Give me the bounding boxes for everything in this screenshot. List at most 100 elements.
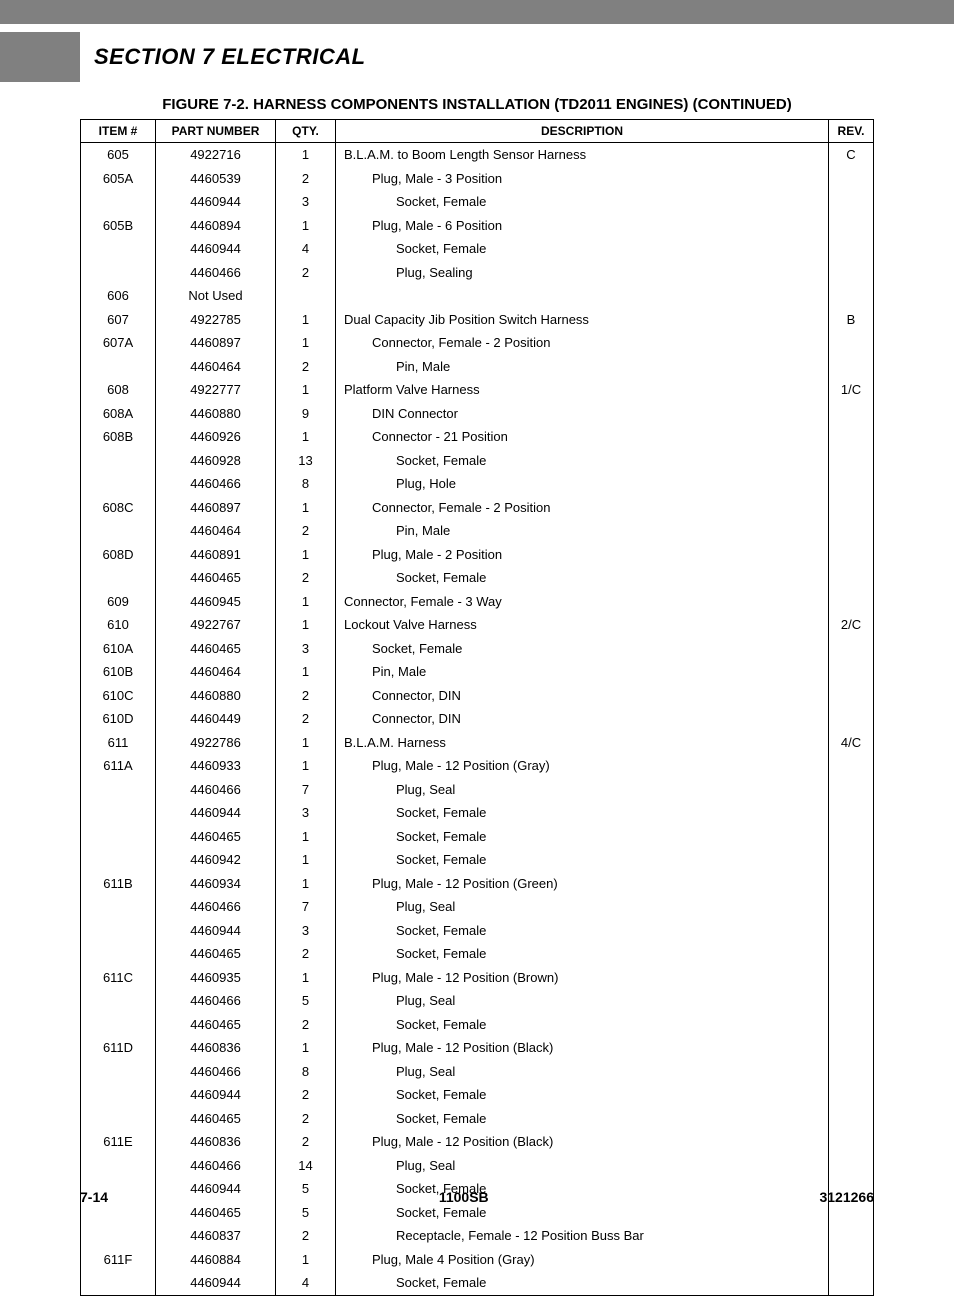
cell-qty: 2 [276,684,336,708]
cell-rev [829,566,874,590]
cell-qty: 1 [276,613,336,637]
cell-desc: Plug, Male - 12 Position (Green) [336,872,829,896]
cell-rev: B [829,308,874,332]
desc-text: Plug, Male - 12 Position (Brown) [344,970,558,985]
cell-rev [829,778,874,802]
cell-desc: Plug, Seal [336,1060,829,1084]
cell-part: 4922716 [156,143,276,167]
cell-item: 611F [81,1248,156,1272]
cell-item [81,919,156,943]
table-row: 44609442Socket, Female [81,1083,874,1107]
cell-item: 611 [81,731,156,755]
cell-qty: 8 [276,1060,336,1084]
cell-item: 610C [81,684,156,708]
cell-part: 4922785 [156,308,276,332]
cell-qty: 1 [276,825,336,849]
cell-item [81,1060,156,1084]
cell-item: 610A [81,637,156,661]
desc-text: Socket, Female [344,852,486,867]
header-item: ITEM # [81,120,156,143]
cell-qty: 1 [276,660,336,684]
cell-item: 608C [81,496,156,520]
cell-desc: Pin, Male [336,660,829,684]
cell-item [81,261,156,285]
cell-part: 4460933 [156,754,276,778]
cell-item: 607 [81,308,156,332]
cell-rev [829,214,874,238]
cell-desc: Plug, Hole [336,472,829,496]
cell-rev [829,1224,874,1248]
cell-part: 4922786 [156,731,276,755]
cell-qty: 1 [276,590,336,614]
desc-text: Plug, Sealing [344,265,473,280]
table-row: 605B44608941Plug, Male - 6 Position [81,214,874,238]
table-row: 611B44609341Plug, Male - 12 Position (Gr… [81,872,874,896]
cell-qty: 3 [276,637,336,661]
desc-text: Socket, Female [344,241,486,256]
cell-desc: Plug, Seal [336,895,829,919]
cell-qty: 1 [276,1248,336,1272]
header-part: PART NUMBER [156,120,276,143]
cell-qty: 2 [276,707,336,731]
table-row: 44609443Socket, Female [81,801,874,825]
cell-rev [829,637,874,661]
cell-rev [829,848,874,872]
cell-qty: 7 [276,778,336,802]
desc-text: Connector, DIN [344,711,461,726]
cell-qty: 2 [276,1083,336,1107]
cell-qty: 2 [276,1224,336,1248]
cell-desc: Pin, Male [336,355,829,379]
cell-qty: 1 [276,848,336,872]
desc-text: Socket, Female [344,923,486,938]
table-row: 610D44604492Connector, DIN [81,707,874,731]
table-row: 44609443Socket, Female [81,190,874,214]
table-row: 607A44608971Connector, Female - 2 Positi… [81,331,874,355]
cell-item [81,801,156,825]
desc-text: B.L.A.M. Harness [344,735,446,750]
table-row: 610A44604653Socket, Female [81,637,874,661]
cell-desc: Socket, Female [336,1083,829,1107]
desc-text: Plug, Seal [344,1158,455,1173]
cell-item [81,1083,156,1107]
cell-item [81,519,156,543]
footer-docnum: 3121266 [819,1189,874,1205]
table-row: 60549227161B.L.A.M. to Boom Length Senso… [81,143,874,167]
cell-rev [829,167,874,191]
desc-text: Plug, Seal [344,1064,455,1079]
cell-item: 608B [81,425,156,449]
cell-item [81,1224,156,1248]
desc-text: Socket, Female [344,805,486,820]
desc-text: Connector, Female - 3 Way [344,594,502,609]
cell-part: 4460465 [156,566,276,590]
desc-text: Socket, Female [344,946,486,961]
table-row: 44609421Socket, Female [81,848,874,872]
desc-text: Connector, Female - 2 Position [344,500,550,515]
cell-desc: Socket, Female [336,825,829,849]
cell-qty: 3 [276,190,336,214]
table-row: 611E44608362Plug, Male - 12 Position (Bl… [81,1130,874,1154]
cell-desc: Dual Capacity Jib Position Switch Harnes… [336,308,829,332]
cell-rev: 1/C [829,378,874,402]
cell-rev [829,519,874,543]
header-qty: QTY. [276,120,336,143]
cell-rev [829,919,874,943]
cell-qty: 1 [276,966,336,990]
cell-desc: Socket, Female [336,848,829,872]
cell-desc: Plug, Male - 3 Position [336,167,829,191]
cell-rev [829,989,874,1013]
cell-part: 4460466 [156,1060,276,1084]
cell-item [81,237,156,261]
cell-item [81,1154,156,1178]
desc-text: Plug, Male - 12 Position (Green) [344,876,558,891]
cell-qty: 7 [276,895,336,919]
footer-page: 7-14 [80,1189,108,1205]
cell-qty: 14 [276,1154,336,1178]
desc-text: Socket, Female [344,1017,486,1032]
table-row: 610B44604641Pin, Male [81,660,874,684]
desc-text: Plug, Male - 12 Position (Black) [344,1040,553,1055]
cell-desc: Plug, Male - 6 Position [336,214,829,238]
footer-model: 1100SB [439,1189,489,1205]
cell-rev [829,1083,874,1107]
cell-rev [829,590,874,614]
cell-desc: Plug, Seal [336,989,829,1013]
